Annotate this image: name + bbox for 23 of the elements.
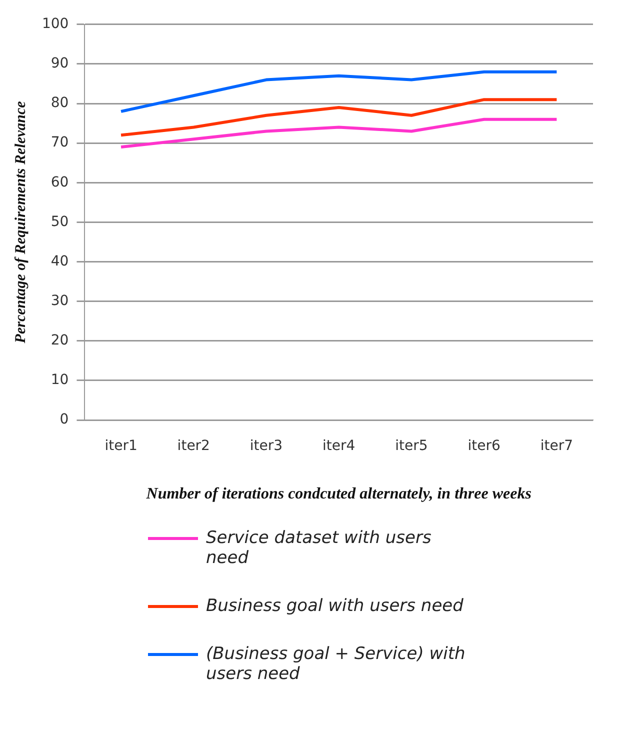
y-tick-label: 70 (50, 134, 69, 151)
legend-label: Service dataset with users need (206, 528, 432, 568)
legend-label: (Business goal + Service) with users need (206, 644, 466, 684)
y-axis-title: Percentage of Requirements Relevance (12, 100, 29, 344)
y-tick-label: 50 (50, 214, 69, 230)
y-tick-label: 40 (50, 253, 69, 270)
x-tick-label: iter3 (250, 438, 283, 454)
y-tick-label: 80 (50, 95, 69, 112)
legend-label: Business goal with users need (206, 596, 464, 616)
x-tick-label: iter7 (540, 438, 574, 454)
x-tick-label: iter4 (322, 438, 356, 454)
y-tick-label: 60 (50, 174, 69, 190)
x-tick-label: iter1 (104, 438, 138, 454)
y-tick-label: 10 (50, 372, 69, 388)
y-tick-label: 30 (50, 292, 69, 309)
y-tick-label: 90 (50, 56, 69, 72)
x-tick-label: iter5 (395, 438, 428, 454)
y-tick-label: 100 (42, 16, 69, 32)
x-tick-label: iter2 (177, 438, 210, 454)
y-tick-label: 0 (60, 412, 69, 428)
y-tick-label: 20 (50, 332, 69, 349)
x-axis-title: Number of iterations condcuted alternately, in three weeks (145, 486, 532, 503)
x-tick-label: iter6 (468, 438, 501, 454)
